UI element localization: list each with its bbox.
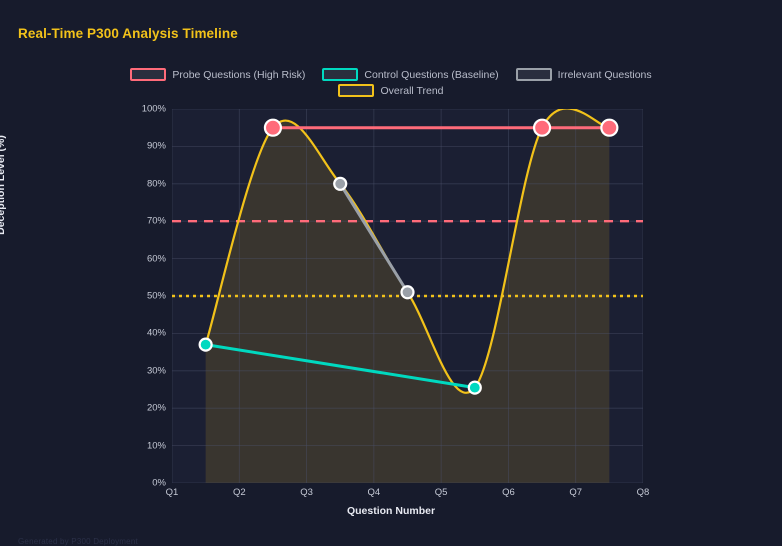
x-tick-label: Q3 (300, 487, 313, 498)
data-point-marker[interactable] (333, 176, 348, 191)
y-tick-label: 50% (146, 290, 166, 302)
series-line-irrelevant (338, 182, 409, 294)
page-title: Real-Time P300 Analysis Timeline (18, 26, 238, 41)
y-tick-label: 40% (146, 327, 166, 339)
legend-label-trend: Overall Trend (380, 84, 444, 97)
x-tick-label: Q7 (569, 487, 583, 498)
y-tick-label: 80% (146, 178, 166, 190)
y-tick-label: 20% (146, 402, 166, 414)
y-tick-label: 100% (141, 103, 166, 115)
y-axis-label: Deception Level (%) (0, 135, 7, 235)
legend-label-irrelevant: Irrelevant Questions (557, 68, 652, 81)
legend-swatch-trend (338, 84, 375, 97)
chart-svg (172, 109, 643, 483)
data-point-marker[interactable] (400, 285, 415, 300)
x-tick-label: Q2 (232, 487, 246, 498)
series-line-control (204, 343, 477, 390)
y-tick-label: 90% (146, 140, 166, 152)
y-tick-label: 70% (146, 215, 166, 227)
x-axis-ticks: Q1 Q2 Q3 Q4 Q5 Q6 Q7 Q8 (166, 487, 650, 503)
legend-item-irrelevant[interactable]: Irrelevant Questions (515, 68, 652, 81)
x-tick-label: Q4 (367, 487, 381, 498)
legend-swatch-control (322, 68, 359, 81)
x-axis-label: Question Number (346, 505, 436, 517)
y-axis-ticks: 0% 10% 20% 30% 40% 50% 60% 70% 80% 90% 100% (120, 104, 166, 489)
data-point-marker[interactable] (600, 118, 619, 137)
legend-item-control[interactable]: Control Questions (Baseline) (322, 68, 499, 81)
footer-note: Generated by P300 Deployment (18, 537, 138, 546)
plot-area (172, 109, 643, 483)
x-tick-label: Q6 (502, 487, 515, 498)
data-point-marker[interactable] (532, 118, 552, 137)
data-point-marker[interactable] (198, 337, 213, 352)
legend-item-trend[interactable]: Overall Trend (338, 84, 444, 97)
y-tick-label: 30% (146, 365, 166, 377)
y-tick-label: 10% (146, 440, 166, 452)
legend-label-probe: Probe Questions (High Risk) (172, 68, 306, 81)
legend-row-secondary: Overall Trend (338, 84, 444, 97)
legend-label-control: Control Questions (Baseline) (364, 68, 499, 81)
data-point-marker[interactable] (263, 118, 283, 137)
x-tick-label: Q5 (434, 487, 448, 498)
legend-swatch-irrelevant (515, 68, 552, 81)
data-point-marker[interactable] (467, 380, 482, 395)
chart-legend: Probe Questions (High Risk) Control Ques… (0, 68, 782, 97)
legend-row-primary: Probe Questions (High Risk) Control Ques… (130, 68, 652, 81)
legend-item-probe[interactable]: Probe Questions (High Risk) (130, 68, 305, 81)
y-tick-label: 0% (152, 477, 166, 489)
legend-swatch-probe (130, 68, 167, 81)
y-tick-label: 60% (146, 253, 166, 265)
x-tick-label: Q8 (636, 487, 650, 498)
x-tick-label: Q1 (165, 487, 179, 498)
